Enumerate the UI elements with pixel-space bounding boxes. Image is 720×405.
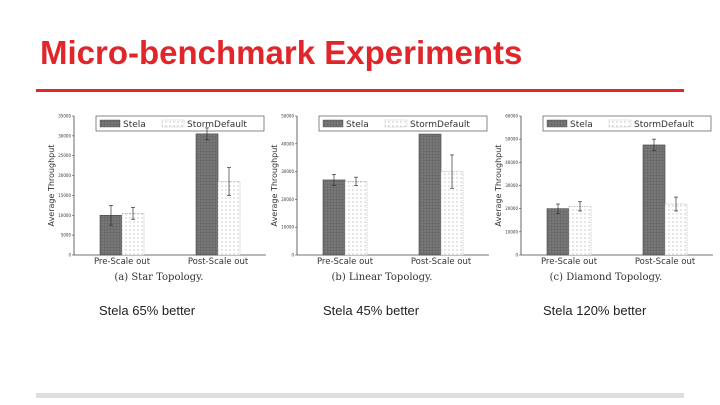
- y-tick-label: 15000: [58, 193, 71, 198]
- legend-label-stela: Stela: [123, 120, 146, 130]
- y-tick-label: 20000: [58, 173, 71, 178]
- y-tick-label: 20000: [505, 206, 518, 211]
- improvement-note-diamond: Stela 120% better: [543, 303, 647, 318]
- slide-title: Micro-benchmark Experiments: [40, 34, 523, 71]
- y-tick-label: 40000: [505, 160, 518, 165]
- legend-swatch-stela: [546, 119, 568, 128]
- bar-stormdefault-pre: [568, 206, 592, 256]
- bar-stela-post: [195, 133, 219, 256]
- bar-stormdefault-pre: [344, 181, 368, 256]
- x-tick-label: Pre-Scale out: [94, 257, 151, 267]
- y-tick-label: 35000: [58, 114, 71, 119]
- chart-diamond-topology: 0 10000 20000 30000 40000 50000 60000 Average T…: [491, 112, 720, 292]
- chart-caption-star: (a) Star Topology.: [114, 272, 204, 283]
- legend-label-stela: Stela: [570, 120, 593, 130]
- chart-star-topology: 0 5000 10000 15000 20000 25000 30000 35000 Avera…: [44, 112, 274, 292]
- y-tick-label: 60000: [505, 114, 518, 119]
- x-tick-label: Pre-Scale out: [541, 257, 598, 267]
- y-tick-label: 10000: [505, 229, 518, 234]
- x-tick-label: Post-Scale out: [411, 257, 472, 267]
- title-underline: [36, 89, 684, 92]
- footer-rule: [36, 393, 684, 398]
- y-tick-label: 0: [291, 253, 294, 258]
- y-tick-label: 20000: [281, 197, 294, 202]
- legend-label-stela: Stela: [346, 120, 369, 130]
- legend-swatch-stormdefault: [161, 119, 185, 128]
- improvement-note-linear: Stela 45% better: [323, 303, 420, 318]
- bar-stela-post: [642, 144, 666, 256]
- y-axis-label: Average Throughput: [494, 145, 503, 227]
- legend-swatch-stormdefault: [384, 119, 408, 128]
- y-tick-label: 5000: [61, 233, 72, 238]
- y-tick-label: 30000: [58, 133, 71, 138]
- legend-swatch-stela: [322, 119, 344, 128]
- y-tick-label: 10000: [58, 213, 71, 218]
- legend-label-stormdefault: StormDefault: [634, 120, 694, 130]
- y-tick-label: 50000: [281, 114, 294, 119]
- y-tick-label: 50000: [505, 137, 518, 142]
- legend-label-stormdefault: StormDefault: [187, 120, 247, 130]
- y-tick-label: 0: [515, 253, 518, 258]
- y-axis-label: Average Throughput: [270, 145, 279, 227]
- y-tick-label: 30000: [505, 183, 518, 188]
- bar-stormdefault-post: [664, 203, 688, 256]
- bar-stela-post: [418, 133, 442, 256]
- y-tick-label: 25000: [58, 153, 71, 158]
- y-tick-label: 30000: [281, 169, 294, 174]
- y-tick-label: 40000: [281, 141, 294, 146]
- y-tick-label: 0: [68, 253, 71, 258]
- chart-svg-diamond: 0 10000 20000 30000 40000 50000 60000 Average T…: [494, 114, 713, 267]
- bar-stela-pre: [322, 179, 346, 256]
- x-tick-label: Post-Scale out: [635, 257, 696, 267]
- legend-swatch-stormdefault: [608, 119, 632, 128]
- chart-caption-linear: (b) Linear Topology.: [331, 272, 433, 283]
- legend-swatch-stela: [99, 119, 121, 128]
- improvement-note-star: Stela 65% better: [99, 303, 196, 318]
- x-tick-label: Pre-Scale out: [317, 257, 374, 267]
- chart-svg-star: 0 5000 10000 15000 20000 25000 30000 35000 Avera…: [47, 114, 266, 267]
- bar-stela-pre: [546, 208, 570, 256]
- chart-linear-topology: 0 10000 20000 30000 40000 50000 Average Throug…: [267, 112, 497, 292]
- y-tick-label: 10000: [281, 225, 294, 230]
- x-tick-label: Post-Scale out: [188, 257, 249, 267]
- y-axis-label: Average Throughput: [47, 145, 56, 227]
- chart-caption-diamond: (c) Diamond Topology.: [549, 272, 663, 283]
- chart-svg-linear: 0 10000 20000 30000 40000 50000 Average Throug…: [270, 114, 489, 267]
- legend-label-stormdefault: StormDefault: [410, 120, 470, 130]
